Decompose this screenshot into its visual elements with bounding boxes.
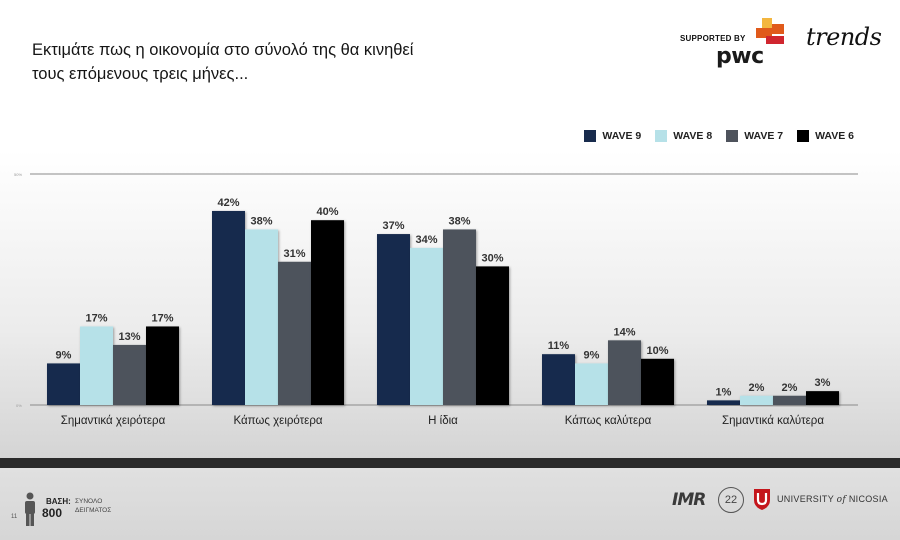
data-label: 14% <box>613 326 635 338</box>
legend-item: WAVE 6 <box>797 130 854 142</box>
bar <box>377 234 410 405</box>
base-description-line-1: ΣΥΝΟΛΟ <box>75 498 103 505</box>
base-description: ΣΥΝΟΛΟ ΔΕΙΓΜΑΤΟΣ <box>75 497 145 515</box>
data-label: 38% <box>448 215 470 227</box>
legend-swatch <box>655 130 668 142</box>
bar <box>641 358 674 405</box>
category-label: Κάπως καλύτερα <box>565 415 652 427</box>
category-label: Η ίδια <box>428 415 458 427</box>
pwc-logo-text: pwc <box>716 44 764 69</box>
bar <box>542 354 575 405</box>
legend-label: WAVE 7 <box>744 130 784 142</box>
bar <box>773 395 806 405</box>
data-label: 31% <box>283 248 305 260</box>
anniversary-badge: 22 <box>718 487 744 513</box>
bar <box>80 326 113 405</box>
legend-swatch <box>584 130 597 142</box>
legend-swatch <box>726 130 739 142</box>
data-label: 42% <box>217 197 239 209</box>
data-label: 2% <box>782 382 798 394</box>
data-label: 40% <box>316 206 338 218</box>
data-label: 2% <box>749 382 765 394</box>
person-icon <box>25 492 35 526</box>
y-tick-label: 0% <box>16 403 22 408</box>
university-logo-text: UNIVERSITY of NICOSIA <box>777 494 888 505</box>
title-line-1: Εκτιμάτε πως η οικονομία στο σύνολό της … <box>32 41 414 59</box>
data-label: 30% <box>481 252 503 264</box>
trends-logo: trends <box>806 23 882 51</box>
bar <box>146 326 179 405</box>
bar <box>608 340 641 405</box>
pwc-logo-icon <box>756 18 784 44</box>
data-label: 1% <box>716 386 732 398</box>
bar <box>212 210 245 405</box>
bar <box>245 229 278 405</box>
bar <box>410 247 443 405</box>
category-label: Κάπως χειρότερα <box>233 415 322 427</box>
data-label: 10% <box>646 345 668 357</box>
bar <box>476 266 509 405</box>
category-label: Σημαντικά καλύτερα <box>722 415 824 427</box>
data-label: 37% <box>382 220 404 232</box>
bar <box>443 229 476 405</box>
university-of: of <box>836 495 847 505</box>
bar <box>311 220 344 405</box>
title-line-2: τους επόμενους τρεις μήνες... <box>32 65 249 83</box>
y-tick-label: 50% <box>14 172 22 177</box>
legend-label: WAVE 6 <box>815 130 854 142</box>
data-label: 9% <box>56 349 72 361</box>
category-label: Σημαντικά χειρότερα <box>61 415 166 427</box>
university-suffix: NICOSIA <box>848 494 888 504</box>
bar <box>740 395 773 405</box>
base-value: 800 <box>42 506 63 520</box>
bar <box>113 344 146 405</box>
footer-divider <box>0 458 900 468</box>
data-label: 17% <box>151 312 173 324</box>
data-label: 11% <box>548 340 570 352</box>
data-label: 17% <box>85 312 107 324</box>
legend-item: WAVE 7 <box>726 130 783 142</box>
data-label: 13% <box>118 331 140 343</box>
bar <box>707 400 740 405</box>
university-prefix: UNIVERSITY <box>777 494 834 504</box>
data-label: 34% <box>415 234 437 246</box>
bar <box>278 261 311 405</box>
bar <box>575 363 608 405</box>
page-number: 11 <box>11 514 18 520</box>
bar-chart: 50% 0% 9% 17% 13% 17% Σημαντικά χειρότερα 42% 38… <box>14 172 858 427</box>
data-label: 38% <box>250 215 272 227</box>
legend-label: WAVE 9 <box>602 130 642 142</box>
data-label: 3% <box>815 377 831 389</box>
bar <box>806 391 839 405</box>
base-label: ΒΑΣΗ: <box>46 497 71 506</box>
data-label: 9% <box>584 349 600 361</box>
base-description-line-2: ΔΕΙΓΜΑΤΟΣ <box>75 507 112 514</box>
supported-by-label: SUPPORTED BY <box>680 34 746 43</box>
legend-label: WAVE 8 <box>673 130 713 142</box>
university-shield-icon <box>754 489 770 510</box>
footer <box>0 468 900 540</box>
page-title: Εκτιμάτε πως η οικονομία στο σύνολό της … <box>32 38 492 86</box>
legend-item: WAVE 8 <box>655 130 712 142</box>
legend-swatch <box>797 130 810 142</box>
imr-logo: IMR <box>672 490 706 510</box>
chart-legend: WAVE 9 WAVE 8 WAVE 7 WAVE 6 <box>584 130 854 142</box>
legend-item: WAVE 9 <box>584 130 641 142</box>
bar <box>47 363 80 405</box>
